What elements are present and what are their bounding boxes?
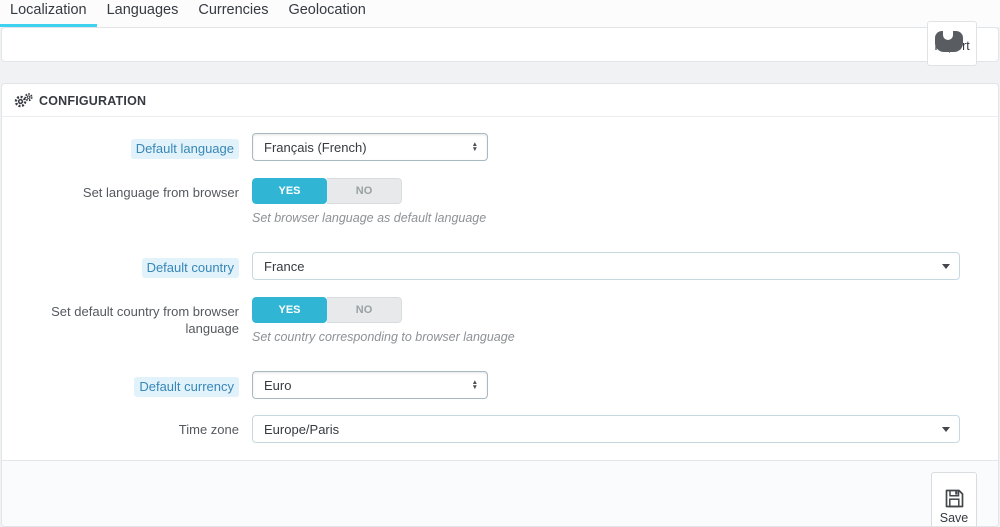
time-zone-value: Europe/Paris <box>264 421 340 437</box>
default-language-label[interactable]: Default language <box>130 139 239 159</box>
settings-tabs: Localization Languages Currencies Geoloc… <box>0 0 1000 27</box>
default-language-label-wrap: Default language <box>2 133 252 161</box>
country-from-browser-no[interactable]: NO <box>327 297 402 323</box>
toolbar-panel: Import <box>1 21 999 66</box>
select-stepper-icon: ▲ ▼ <box>471 141 478 153</box>
default-country-label[interactable]: Default country <box>141 258 239 278</box>
configuration-panel-header: CONFIGURATION <box>2 84 998 117</box>
language-from-browser-no[interactable]: NO <box>327 178 402 204</box>
country-from-browser-help: Set country corresponding to browser lan… <box>252 330 515 344</box>
configuration-form: Default language Français (French) ▲ ▼ Se… <box>2 117 998 460</box>
tab-languages[interactable]: Languages <box>106 2 179 18</box>
form-group-time-zone: Time zone Europe/Paris <box>2 415 998 443</box>
panel-title: CONFIGURATION <box>39 93 147 108</box>
country-from-browser-label: Set default country from browser languag… <box>51 304 239 336</box>
import-button[interactable]: Import <box>927 21 977 66</box>
chevron-down-icon <box>942 426 950 432</box>
country-from-browser-toggle: YES NO <box>252 297 402 323</box>
default-currency-label[interactable]: Default currency <box>134 377 239 397</box>
default-country-value: France <box>264 258 305 274</box>
save-button-label: Save <box>939 511 969 525</box>
save-button[interactable]: Save <box>931 472 977 526</box>
default-currency-value: Euro <box>264 377 292 393</box>
default-language-value: Français (French) <box>264 139 367 155</box>
language-from-browser-help: Set browser language as default language <box>252 211 487 225</box>
select-stepper-icon: ▲ ▼ <box>471 379 478 391</box>
form-group-default-currency: Default currency Euro ▲ ▼ <box>2 371 998 399</box>
tab-localization[interactable]: Localization <box>0 0 97 27</box>
default-currency-label-wrap: Default currency <box>2 371 252 399</box>
configuration-panel-footer: Save <box>2 460 998 526</box>
cogs-icon <box>14 93 33 108</box>
default-language-select[interactable]: Français (French) ▲ ▼ <box>252 133 488 161</box>
language-from-browser-label: Set language from browser <box>82 185 239 200</box>
form-group-default-language: Default language Français (French) ▲ ▼ <box>2 133 998 161</box>
configuration-panel: CONFIGURATION Default language Français … <box>1 83 999 527</box>
chevron-down-icon <box>942 263 950 269</box>
form-group-language-from-browser: Set language from browser YES NO Set bro… <box>2 178 998 225</box>
floppy-disk-icon <box>945 489 963 508</box>
form-group-default-country: Default country France <box>2 252 998 280</box>
tab-currencies[interactable]: Currencies <box>198 2 269 18</box>
default-currency-select[interactable]: Euro ▲ ▼ <box>252 371 488 399</box>
language-from-browser-toggle: YES NO <box>252 178 402 204</box>
time-zone-label: Time zone <box>178 422 239 437</box>
default-country-select[interactable]: France <box>252 252 960 280</box>
language-from-browser-yes[interactable]: YES <box>252 178 327 204</box>
form-group-country-from-browser: Set default country from browser languag… <box>2 297 998 344</box>
tab-geolocation[interactable]: Geolocation <box>288 2 366 18</box>
time-zone-select[interactable]: Europe/Paris <box>252 415 960 443</box>
country-from-browser-yes[interactable]: YES <box>252 297 327 323</box>
default-country-label-wrap: Default country <box>2 252 252 280</box>
